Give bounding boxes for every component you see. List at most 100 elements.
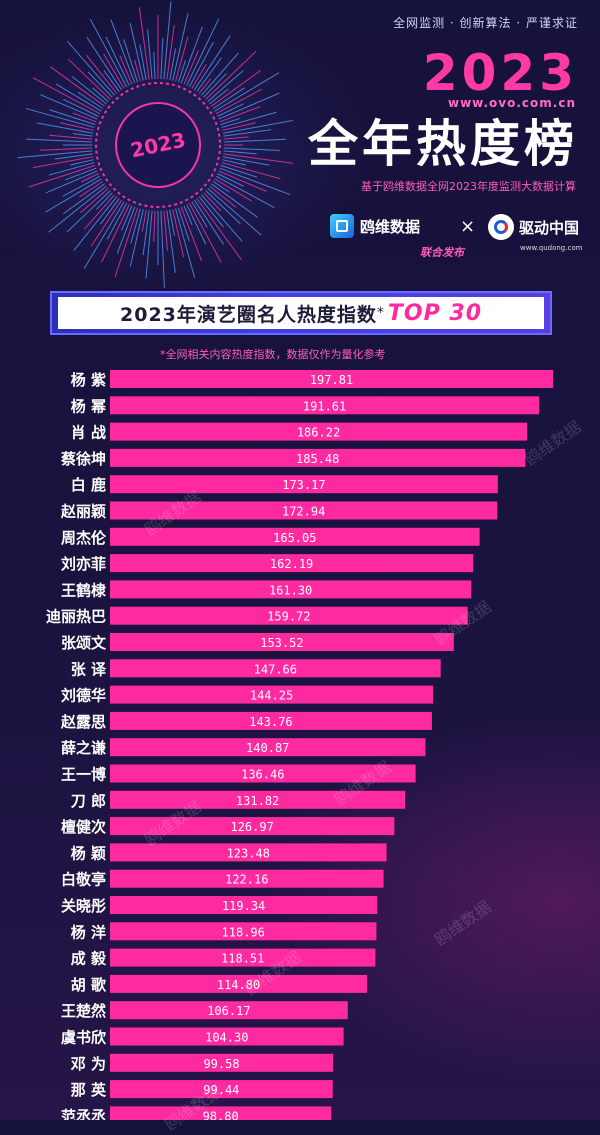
- burst-ray: [180, 26, 203, 84]
- burst-ray: [54, 153, 93, 160]
- burst-ray: [211, 69, 262, 107]
- ouwei-logo-name: 鸥维数据: [360, 217, 421, 236]
- burst-ray: [186, 204, 207, 245]
- bar: [110, 580, 472, 599]
- burst-ray: [40, 94, 98, 120]
- bar-value-label: 99.44: [203, 1083, 239, 1097]
- burst-ray: [221, 162, 281, 180]
- qudong-url: www.qudong.com: [520, 244, 583, 252]
- burst-ray: [163, 210, 168, 251]
- burst-ray: [65, 167, 97, 181]
- bar: [110, 501, 498, 520]
- burst-ray: [160, 38, 164, 80]
- bar: [110, 448, 526, 467]
- bar: [110, 896, 378, 914]
- burst-ray: [73, 196, 118, 251]
- bar-category-label: 赵丽颖: [60, 503, 106, 521]
- bar-value-label: 143.76: [249, 715, 292, 729]
- burst-ray: [223, 129, 272, 137]
- bar-category-label: 白 鹿: [71, 476, 106, 494]
- bar-category-label: 成 毅: [71, 950, 107, 968]
- bar: [110, 1027, 344, 1046]
- burst-ray: [175, 208, 196, 279]
- burst-ray: [219, 106, 261, 123]
- burst-ray: [217, 103, 244, 117]
- burst-ray: [218, 170, 267, 192]
- burst-ray: [215, 175, 275, 208]
- burst-ray: [103, 53, 125, 89]
- burst-ray: [80, 188, 109, 214]
- bar-value-label: 197.81: [310, 373, 353, 387]
- burst-ray: [83, 194, 115, 230]
- bar-category-label: 刀 郎: [71, 792, 106, 810]
- burst-ray: [211, 183, 258, 218]
- bar: [110, 370, 553, 388]
- burst-ray: [183, 205, 193, 226]
- bar-value-label: 118.51: [221, 952, 264, 966]
- joint-release-label: 联合发布: [420, 246, 464, 259]
- burst-ray: [101, 204, 130, 263]
- bar-value-label: 118.96: [222, 925, 265, 939]
- bar-value-label: 106.17: [207, 1004, 250, 1018]
- bar: [110, 659, 441, 678]
- bar-category-label: 赵露思: [60, 713, 106, 731]
- burst-ray: [129, 209, 144, 267]
- burst-ray: [79, 180, 104, 198]
- burst-ray: [48, 162, 95, 176]
- bar: [110, 843, 387, 862]
- burst-ray: [191, 201, 208, 228]
- burst-ray: [209, 185, 237, 208]
- burst-ray: [214, 72, 280, 112]
- burst-ray: [87, 71, 113, 98]
- burst-ray: [220, 117, 240, 126]
- bar: [110, 974, 368, 993]
- burst-ray: [89, 18, 128, 88]
- burst-ray: [196, 57, 222, 92]
- burst-ray: [222, 159, 246, 166]
- burst-ray: [221, 111, 277, 128]
- partner-logos: 鸥维数据 × 驱动中国 www.qudong.com 联合发布: [330, 206, 590, 266]
- burst-ray: [223, 150, 257, 155]
- burst-ray: [142, 210, 150, 256]
- bar: [110, 396, 540, 415]
- bar: [110, 790, 406, 809]
- top30-label: TOP 30: [387, 300, 482, 326]
- bar-category-label: 杨 紫: [71, 371, 106, 389]
- burst-ray: [130, 208, 141, 244]
- year-heading: 2023: [422, 44, 578, 102]
- burst-ray: [50, 66, 105, 107]
- burst-ray: [160, 210, 165, 288]
- qudong-logo: 驱动中国 www.qudong.com: [488, 214, 582, 252]
- burst-ray: [25, 108, 95, 128]
- chart-title-banner: 2023年演艺圈名人热度指数 * TOP 30: [50, 291, 552, 335]
- bar-value-label: 172.94: [282, 505, 325, 519]
- burst-ray: [60, 122, 94, 131]
- bar-value-label: 144.25: [250, 689, 293, 703]
- burst-ray: [28, 164, 96, 188]
- bar-category-label: 杨 幂: [71, 397, 107, 415]
- burst-ray: [188, 41, 214, 88]
- radial-burst-graphic: 2023: [17, 1, 293, 288]
- burst-ray: [62, 175, 101, 197]
- burst-ray: [203, 192, 222, 212]
- chart-note: *全网相关内容热度指数，数据仅作为量化参考: [160, 348, 386, 361]
- burst-ray: [223, 147, 280, 151]
- burst-ray: [172, 209, 185, 258]
- bar-category-label: 蔡徐坤: [60, 450, 106, 468]
- bar-value-label: 99.58: [203, 1057, 239, 1071]
- bar: [110, 711, 432, 730]
- burst-ray: [201, 52, 239, 96]
- bar: [110, 869, 384, 888]
- burst-ray: [103, 70, 120, 92]
- burst-ray: [63, 183, 105, 215]
- burst-ray: [129, 23, 144, 81]
- burst-ray: [116, 206, 136, 254]
- bar-value-label: 98.80: [203, 1109, 239, 1120]
- bar: [110, 633, 454, 651]
- burst-ray: [180, 206, 203, 262]
- burst-ray: [45, 170, 98, 194]
- burst-ray: [196, 198, 242, 261]
- ouwei-logo-icon: [330, 214, 354, 238]
- burst-ray: [218, 92, 280, 120]
- burst-ray: [212, 87, 246, 110]
